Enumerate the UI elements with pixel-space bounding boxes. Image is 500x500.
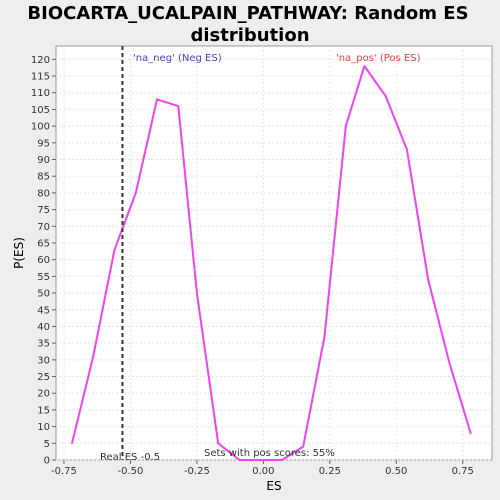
x-axis-label: ES — [266, 479, 281, 493]
data-point — [217, 442, 220, 445]
y-tick-label: 35 — [37, 339, 50, 350]
chart-title-line1: BIOCARTA_UCALPAIN_PATHWAY: Random ES — [27, 3, 468, 24]
y-tick-label: 105 — [31, 105, 50, 116]
y-tick-label: 100 — [31, 122, 50, 133]
y-tick-label: 115 — [31, 72, 50, 83]
data-point — [384, 95, 387, 97]
data-point — [92, 355, 95, 358]
y-tick-label: 60 — [37, 255, 50, 266]
y-tick-label: 10 — [37, 422, 50, 433]
data-point — [71, 442, 73, 445]
pos-es-label: 'na_pos' (Pos ES) — [336, 53, 421, 64]
data-point — [134, 192, 137, 194]
y-tick-label: 85 — [37, 172, 50, 183]
data-point — [259, 459, 262, 461]
data-point — [196, 292, 198, 294]
y-tick-label: 55 — [37, 272, 50, 283]
y-tick-label: 120 — [31, 55, 50, 66]
real-es-label: Real ES -0.5 — [100, 452, 160, 463]
x-tick-label: -0.75 — [51, 466, 77, 477]
x-tick-label: 0.00 — [252, 466, 274, 477]
data-point — [281, 459, 283, 461]
data-point — [427, 278, 430, 281]
x-tick-label: 0.75 — [452, 466, 474, 477]
y-tick-label: 40 — [37, 322, 50, 333]
x-tick-label: 0.25 — [319, 466, 341, 477]
neg-es-label: 'na_neg' (Neg ES) — [133, 53, 222, 64]
data-point — [323, 335, 326, 338]
y-tick-label: 110 — [31, 88, 50, 99]
data-point — [156, 98, 158, 101]
data-point — [238, 459, 241, 461]
y-axis: 0 5 10 15 20 25 30 35 40 45 50 55 60 65 70 75 80 85 90 95 10… — [31, 55, 56, 467]
y-tick-label: 90 — [37, 155, 50, 166]
y-tick-label: 65 — [37, 238, 50, 249]
data-point — [406, 148, 408, 151]
plot-area — [55, 45, 493, 461]
data-point — [363, 65, 366, 67]
data-point — [344, 125, 347, 128]
pos-scores-label: Sets with pos scores: 55% — [204, 448, 335, 459]
series-group — [71, 65, 472, 461]
y-tick-label: 20 — [37, 389, 50, 400]
y-tick-label: 30 — [37, 355, 50, 366]
x-tick-label: -0.25 — [184, 466, 210, 477]
y-tick-label: 5 — [44, 439, 50, 450]
data-point — [113, 248, 116, 251]
y-tick-label: 50 — [37, 289, 50, 300]
y-tick-label: 45 — [37, 305, 50, 316]
data-point — [302, 445, 305, 448]
y-axis-label: P(ES) — [12, 237, 26, 269]
chart-title-line2: distribution — [190, 25, 309, 46]
y-tick-label: 75 — [37, 205, 50, 216]
y-tick-label: 95 — [37, 138, 50, 149]
data-point — [177, 105, 180, 107]
y-tick-label: 0 — [44, 456, 50, 467]
series-line — [71, 65, 472, 461]
data-point — [448, 362, 451, 365]
y-tick-label: 25 — [37, 372, 50, 383]
y-tick-label: 15 — [37, 405, 50, 416]
y-tick-label: 70 — [37, 222, 50, 233]
y-tick-label: 80 — [37, 188, 50, 199]
data-point — [469, 432, 472, 435]
x-tick-label: -0.50 — [118, 466, 144, 477]
x-tick-label: 0.50 — [385, 466, 407, 477]
